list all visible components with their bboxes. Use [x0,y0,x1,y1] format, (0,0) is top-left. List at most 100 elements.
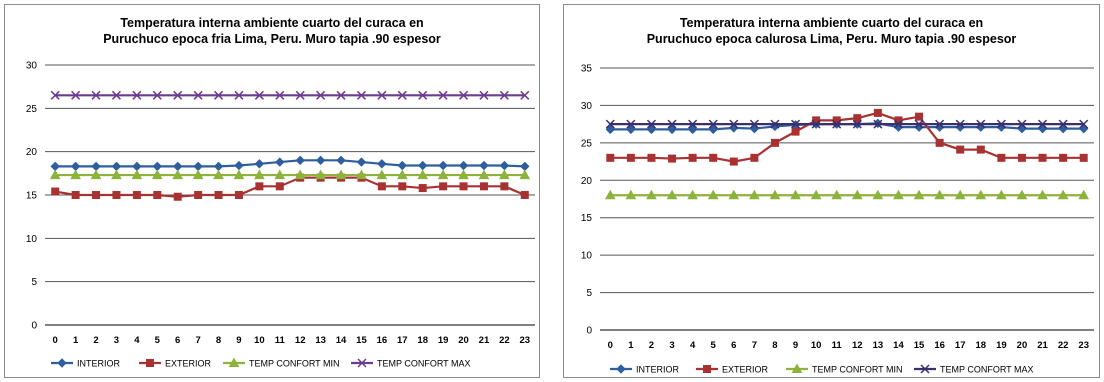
data-point [173,161,183,172]
x-tick-label: 10 [254,335,265,346]
x-tick-label: 8 [216,335,221,346]
x-tick-label: 8 [772,340,777,351]
data-point [131,169,143,180]
x-tick-label: 18 [417,335,428,346]
y-tick-label: 15 [26,191,38,202]
y-tick-label: 25 [581,138,593,149]
data-point [315,155,326,166]
data-point [1038,153,1047,162]
legend-label: EXTERIOR [165,359,212,369]
data-point [976,119,986,129]
legend-marker [228,357,240,367]
data-point [667,124,677,135]
x-tick-label: 6 [731,340,736,351]
y-tick-label: 20 [26,147,38,158]
data-point [605,124,615,135]
chart-title-line-2: Puruchuco epoca fria Lima, Peru. Muro ta… [103,32,441,46]
x-tick-label: 9 [236,335,241,346]
x-tick-label: 13 [873,340,884,351]
data-point [479,90,489,100]
y-tick-label: 5 [31,277,37,288]
data-point [853,114,862,123]
x-tick-label: 4 [690,340,696,351]
data-point [152,90,162,100]
data-point [687,189,698,200]
data-point [500,182,509,191]
data-point [1016,189,1028,200]
data-point [234,191,243,199]
data-point [520,90,530,100]
data-point [707,189,719,200]
data-point [335,169,347,180]
data-point [914,119,924,129]
data-point [954,189,966,200]
data-point [254,159,265,169]
data-point [479,182,488,191]
data-point [90,169,102,180]
data-point [1037,189,1048,200]
data-point [254,90,264,100]
data-point [194,191,203,199]
data-point [316,90,326,100]
legend-marker [791,363,803,373]
x-tick-label: 9 [793,340,798,351]
data-point [976,145,985,154]
x-tick-label: 15 [356,335,367,346]
legend-marker [616,364,626,374]
x-tick-label: 14 [893,340,904,351]
x-tick-label: 0 [53,335,58,346]
data-point [915,112,924,121]
data-point [152,161,162,172]
x-tick-label: 17 [397,335,408,346]
data-point [71,191,80,199]
data-point [1079,119,1089,129]
x-tick-label: 21 [1037,340,1048,351]
chart-title-line-2: Puruchuco epoca calurosa Lima, Peru. Mur… [646,32,1017,46]
data-point [851,189,863,200]
data-point [92,191,101,199]
data-point [749,123,760,134]
x-tick-label: 1 [628,340,634,351]
data-point [173,192,182,201]
data-point [478,169,490,180]
data-point [71,90,81,100]
y-tick-label: 25 [26,104,38,115]
data-point [336,155,346,166]
data-point [647,153,656,162]
data-point [646,189,657,200]
data-point [520,191,529,199]
x-tick-label: 2 [93,335,98,346]
data-point [606,153,615,162]
data-point [893,119,903,129]
legend-label: INTERIOR [77,359,121,369]
data-point [1017,153,1026,162]
data-point [790,189,801,200]
y-tick-label: 20 [581,176,593,187]
data-point [666,189,678,200]
data-point [295,90,305,100]
data-point [438,160,448,171]
data-point [132,90,142,100]
data-point [437,169,449,180]
data-point [749,189,760,200]
x-tick-label: 7 [752,340,757,351]
data-point [132,161,142,172]
data-point [112,191,121,199]
data-point [356,157,367,167]
y-tick-label: 30 [26,61,38,72]
data-point [729,157,738,166]
x-tick-label: 15 [914,340,925,351]
x-tick-label: 4 [134,335,140,346]
data-point [1038,119,1048,129]
data-point [893,189,904,200]
data-point [91,161,101,172]
data-point [438,90,448,100]
x-tick-label: 22 [499,335,510,346]
data-point [274,169,286,180]
x-tick-label: 17 [955,340,966,351]
data-point [687,124,698,135]
data-point [873,108,882,117]
x-tick-label: 23 [520,335,531,346]
data-point [439,182,448,191]
data-point [812,116,821,125]
